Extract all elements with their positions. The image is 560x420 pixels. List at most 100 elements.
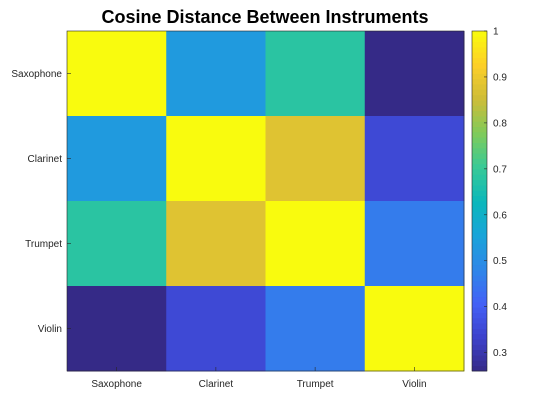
colorbar-segment <box>472 291 487 298</box>
heatmap-cell <box>166 286 266 372</box>
colorbar-segment <box>472 275 487 282</box>
colorbar-segment <box>472 339 487 345</box>
colorbar-segment <box>472 195 487 202</box>
colorbar-segment <box>472 153 487 159</box>
heatmap-cell <box>166 201 266 287</box>
y-tick-label: Trumpet <box>25 239 62 250</box>
colorbar-segment <box>472 286 487 292</box>
colorbar-border <box>471 30 488 372</box>
chart-title: Cosine Distance Between Instruments <box>101 7 428 27</box>
colorbar-segment <box>472 254 487 260</box>
colorbar-segment <box>472 31 487 37</box>
colorbar-segment <box>472 68 487 74</box>
heatmap-cell <box>265 116 366 202</box>
colorbar-tick-label: 0.7 <box>493 164 507 175</box>
heatmap-cells <box>67 31 465 372</box>
colorbar-tick-label: 0.9 <box>493 72 507 83</box>
heatmap-cell <box>364 201 465 287</box>
heatmap-cell <box>67 286 167 372</box>
colorbar-tick-label: 0.5 <box>493 256 507 267</box>
x-tick-label: Violin <box>402 379 426 390</box>
colorbar-segment <box>472 243 487 250</box>
heatmap-cell <box>67 201 167 287</box>
colorbar-segment <box>472 142 487 149</box>
y-tick-label: Violin <box>38 324 62 335</box>
colorbar-segment <box>472 216 487 223</box>
y-axis-ticks: Saxophone Clarinet Trumpet Violin <box>11 69 71 335</box>
heatmap-cell <box>265 31 366 117</box>
colorbar-segment <box>472 280 487 287</box>
colorbar-segment <box>472 201 487 207</box>
colorbar-segment <box>472 264 487 271</box>
colorbar: 0.3 0.4 0.5 0.6 0.7 0.8 0.9 1 <box>471 27 507 372</box>
colorbar-segment <box>472 116 487 122</box>
colorbar-segment <box>472 105 487 112</box>
colorbar-segment <box>472 78 487 85</box>
colorbar-segment <box>472 131 487 138</box>
plot-area-border <box>66 30 465 372</box>
heatmap-cell <box>265 201 366 287</box>
heatmap-cell <box>67 116 167 202</box>
colorbar-segment <box>472 301 487 308</box>
colorbar-tick-label: 0.3 <box>493 348 507 359</box>
colorbar-segment <box>472 73 487 80</box>
colorbar-segment <box>472 333 487 340</box>
colorbar-segment <box>472 41 487 48</box>
colorbar-segment <box>472 62 487 69</box>
colorbar-segment <box>472 238 487 244</box>
colorbar-segment <box>472 211 487 218</box>
heatmap-cell <box>364 116 465 202</box>
colorbar-segment <box>472 110 487 117</box>
colorbar-segment <box>472 248 487 255</box>
x-axis-ticks: Saxophone Clarinet Trumpet Violin <box>91 367 427 390</box>
x-tick-label: Clarinet <box>199 379 234 390</box>
colorbar-segment <box>472 94 487 101</box>
colorbar-segment <box>472 158 487 165</box>
colorbar-segment <box>472 317 487 324</box>
colorbar-segment <box>472 206 487 213</box>
colorbar-segment <box>472 270 487 276</box>
colorbar-segment <box>472 349 487 356</box>
colorbar-segment <box>472 169 487 175</box>
colorbar-tick-label: 0.6 <box>493 210 507 221</box>
colorbar-segment <box>472 296 487 303</box>
heatmap-cell <box>67 31 167 117</box>
heatmap-cell <box>364 31 465 117</box>
colorbar-segment <box>472 84 487 90</box>
colorbar-segment <box>472 57 487 64</box>
colorbar-tick-label: 1 <box>493 27 499 38</box>
colorbar-segment <box>472 222 487 228</box>
colorbar-segment <box>472 126 487 133</box>
heatmap-cell <box>166 31 266 117</box>
colorbar-segment <box>472 36 487 43</box>
colorbar-segment <box>472 360 487 367</box>
colorbar-segment <box>472 227 487 234</box>
x-tick-label: Saxophone <box>91 379 142 390</box>
colorbar-segment <box>472 179 487 186</box>
colorbar-segment <box>472 89 487 96</box>
colorbar-segment <box>472 163 487 170</box>
heatmap-cell <box>364 286 465 372</box>
y-tick-label: Clarinet <box>28 154 63 165</box>
heatmap-cell <box>166 116 266 202</box>
colorbar-segment <box>472 121 487 128</box>
colorbar-tick-label: 0.4 <box>493 302 507 313</box>
colorbar-segment <box>472 259 487 266</box>
colorbar-segment <box>472 46 487 53</box>
colorbar-segment <box>472 137 487 143</box>
colorbar-segment <box>472 100 487 106</box>
colorbar-segment <box>472 344 487 351</box>
colorbar-segment <box>472 323 487 329</box>
colorbar-segment <box>472 328 487 335</box>
colorbar-segment <box>472 147 487 154</box>
colorbar-segment <box>472 365 487 372</box>
colorbar-segment <box>472 185 487 191</box>
colorbar-segment <box>472 307 487 313</box>
colorbar-segment <box>472 355 487 361</box>
colorbar-segment <box>472 312 487 319</box>
colorbar-segment <box>472 52 487 58</box>
heatmap-cell <box>265 286 366 372</box>
colorbar-segment <box>472 232 487 239</box>
x-tick-label: Trumpet <box>297 379 334 390</box>
